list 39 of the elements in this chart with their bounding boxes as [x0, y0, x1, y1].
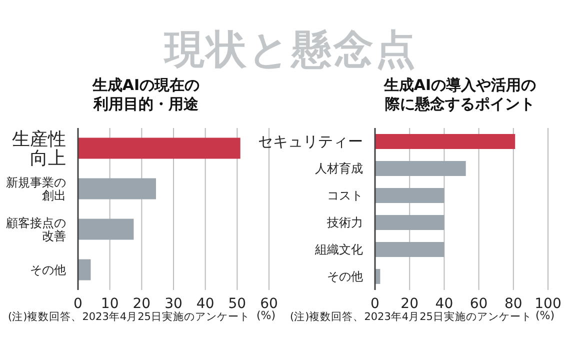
x-axis-title: (%): [535, 309, 555, 322]
x-tick-label: 60: [260, 296, 278, 312]
y-tick-label: 顧客接点の改善: [6, 216, 66, 243]
x-tick-label: 60: [470, 296, 488, 312]
y-tick-label: その他: [327, 270, 363, 284]
bar: [78, 259, 91, 280]
x-tick-label: 0: [74, 296, 82, 312]
x-tick-label: 50: [228, 296, 246, 312]
x-tick-label: 40: [435, 296, 454, 312]
bar: [78, 218, 134, 240]
y-tick-label: 生産性向上: [12, 128, 66, 168]
x-tick-label: 20: [400, 296, 419, 312]
bar: [375, 214, 444, 230]
y-tick-label: セキュリティー: [258, 132, 363, 150]
x-tick-label: 30: [164, 296, 182, 312]
y-tick-label: 組織文化: [314, 242, 363, 256]
y-tick-label: 技術力: [326, 216, 363, 230]
x-tick-label: 100: [534, 296, 562, 312]
y-tick-label: コスト: [327, 188, 363, 202]
bar: [375, 242, 444, 257]
bar: [375, 160, 466, 176]
bar: [78, 178, 156, 200]
text: (注)複数回答、2023年4月25日実施のアンケート: [8, 310, 250, 324]
x-axis-title: (%): [256, 309, 276, 322]
text: (注)複数回答、2023年4月25日実施のアンケート: [290, 310, 532, 324]
x-tick-label: 80: [504, 296, 522, 312]
x-tick-label: 40: [196, 296, 214, 312]
bar: [375, 134, 516, 149]
chart-title: 現状と懸念点: [162, 26, 418, 75]
y-tick-label: 人材育成: [315, 162, 363, 176]
y-tick-label: その他: [30, 262, 66, 277]
chart-subtitle: 生成AIの現在の利用目的・用途: [91, 76, 201, 114]
y-tick-label: 新規事業の創出: [6, 175, 66, 202]
x-tick-label: 20: [132, 296, 151, 312]
chart-title: 生成AIの導入や活用の際に懸念するポイント: [382, 76, 538, 114]
bar: [78, 138, 240, 159]
bar: [375, 188, 444, 203]
x-tick-label: 10: [100, 296, 119, 312]
x-tick-label: 0: [370, 296, 380, 312]
